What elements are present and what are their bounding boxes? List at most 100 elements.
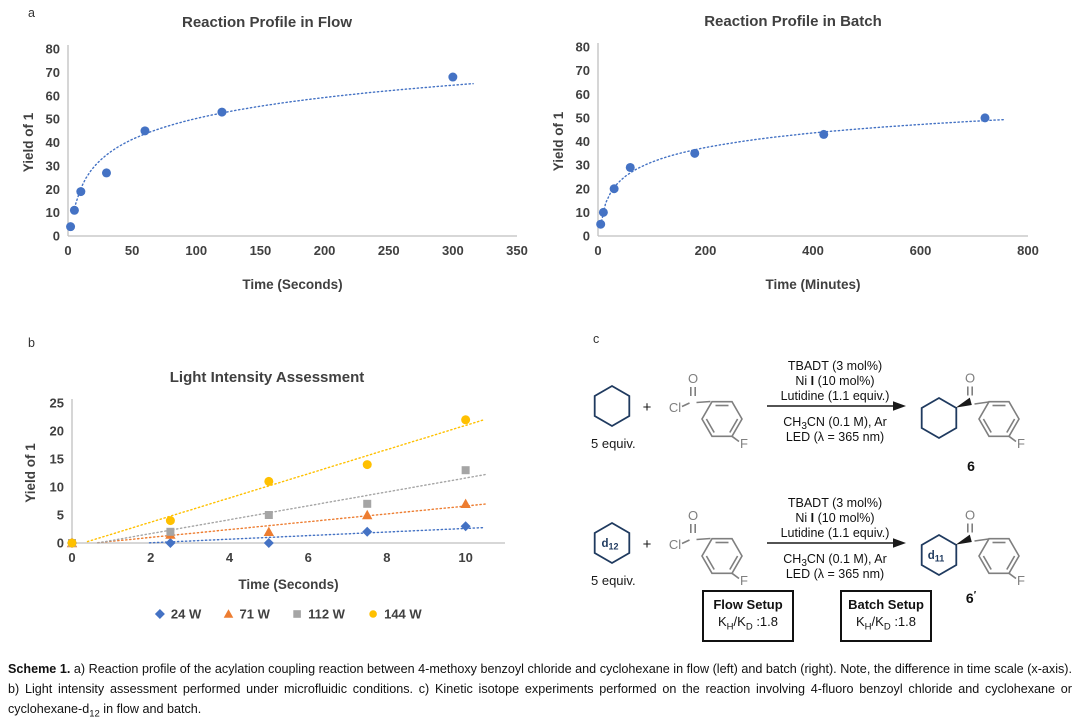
d12-label: d12 <box>601 538 618 552</box>
light-intensity-chart: 0 5 10 15 20 25 0 2 4 6 8 10 Light Intensity Assessm… <box>23 369 505 622</box>
y-axis-title: Yield of 1 <box>23 443 38 503</box>
cyclohexane-structure <box>593 384 631 428</box>
product-6-prime-structure: d11 O F <box>920 508 1025 588</box>
f-atom-label: F <box>740 573 748 588</box>
caption-scheme-number: Scheme 1. <box>8 662 71 676</box>
svg-text:50: 50 <box>576 110 590 125</box>
caption-text-2: in flow and batch. <box>99 702 202 717</box>
svg-text:0: 0 <box>57 536 64 551</box>
condition-led: LED (λ = 365 nm) <box>786 567 884 581</box>
condition-lutidine: Lutidine (1.1 equiv.) <box>781 389 890 403</box>
svg-text:20: 20 <box>576 181 590 196</box>
wedge-bond <box>955 534 972 545</box>
series-Yield-of-1 <box>66 72 474 232</box>
svg-text:60: 60 <box>576 87 590 102</box>
svg-text:40: 40 <box>46 135 60 150</box>
svg-text:50: 50 <box>125 243 139 258</box>
svg-text:30: 30 <box>46 158 60 173</box>
svg-text:6: 6 <box>305 550 312 565</box>
svg-text:350: 350 <box>506 243 528 258</box>
svg-text:80: 80 <box>46 42 60 57</box>
svg-text:0: 0 <box>594 243 601 258</box>
f-atom-label: F <box>1017 436 1025 451</box>
figure-caption: Scheme 1. a) Reaction profile of the acy… <box>8 659 1072 720</box>
o-atom-label: O <box>688 508 698 523</box>
svg-text:300: 300 <box>442 243 464 258</box>
svg-text:40: 40 <box>576 134 590 149</box>
chart-title: Reaction Profile in Flow <box>182 14 352 31</box>
svg-text:10: 10 <box>46 205 60 220</box>
x-axis-title: Time (Minutes) <box>765 277 860 292</box>
svg-text:70: 70 <box>576 63 590 78</box>
flow-setup-title: Flow Setup <box>713 597 783 612</box>
d11-label: d11 <box>928 550 945 564</box>
svg-text:20: 20 <box>46 182 60 197</box>
batch-setup-title: Batch Setup <box>848 597 924 612</box>
acyl-chloride-structure-1: Cl O F <box>669 371 748 451</box>
reaction-row-1: 5 equiv. + Cl O F TBADT (3 mol%) Ni I (1… <box>591 359 1025 474</box>
condition-tbadt: TBADT (3 mol%) <box>788 359 882 373</box>
o-atom-label: O <box>965 508 975 523</box>
chart-title: Reaction Profile in Batch <box>704 13 882 30</box>
series-Yield-of-1 <box>596 113 1005 229</box>
acyl-chloride-structure-2: Cl O F <box>669 508 748 588</box>
batch-setup-box: Batch Setup KH/KD :1.8 <box>840 590 932 642</box>
svg-text:5: 5 <box>57 508 64 523</box>
svg-text:2: 2 <box>147 550 154 565</box>
svg-text:100: 100 <box>185 243 207 258</box>
reaction-arrow-1 <box>767 401 906 411</box>
x-axis-title: Time (Seconds) <box>238 577 338 592</box>
svg-text:600: 600 <box>910 243 932 258</box>
o-atom-label: O <box>965 371 975 386</box>
equiv-label-1: 5 equiv. <box>591 436 636 451</box>
svg-text:10: 10 <box>576 205 590 220</box>
y-axis-title: Yield of 1 <box>551 111 566 171</box>
svg-text:24 W: 24 W <box>171 607 202 622</box>
batch-kie-ratio: KH/KD :1.8 <box>855 614 916 633</box>
cl-atom-label: Cl <box>669 537 681 552</box>
svg-text:70: 70 <box>46 65 60 80</box>
series-24-W <box>67 521 486 548</box>
svg-text:10: 10 <box>458 550 472 565</box>
chart-axes <box>71 399 505 544</box>
svg-text:150: 150 <box>250 243 272 258</box>
svg-text:71 W: 71 W <box>240 607 271 622</box>
svg-text:0: 0 <box>68 550 75 565</box>
svg-text:112 W: 112 W <box>308 607 346 622</box>
series-112-W <box>68 466 486 547</box>
o-atom-label: O <box>688 371 698 386</box>
svg-text:60: 60 <box>46 88 60 103</box>
reaction-arrow-2 <box>767 538 906 548</box>
product-6-label: 6 <box>967 458 975 474</box>
cyclohexane-d12-structure: d12 <box>593 521 631 565</box>
plus-sign-1: + <box>643 399 652 416</box>
equiv-label-2: 5 equiv. <box>591 573 636 588</box>
svg-text:80: 80 <box>576 40 590 55</box>
wedge-bond <box>955 397 972 408</box>
cl-atom-label: Cl <box>669 400 681 415</box>
svg-text:400: 400 <box>802 243 824 258</box>
svg-text:0: 0 <box>53 229 60 244</box>
chart-axes <box>597 43 1028 237</box>
flow-reaction-profile-chart: 0 10 20 30 40 50 60 70 80 0 50 100 150 200 250 300 350 Re… <box>21 14 528 292</box>
svg-text:4: 4 <box>226 550 234 565</box>
chart-legend: 24 W 71 W 112 W 144 W <box>154 607 422 622</box>
svg-text:30: 30 <box>576 158 590 173</box>
svg-text:200: 200 <box>695 243 717 258</box>
svg-text:10: 10 <box>50 480 64 495</box>
svg-text:144 W: 144 W <box>384 607 422 622</box>
chart-tick-labels: 0 10 20 30 40 50 60 70 80 0 50 100 150 200 250 300 350 <box>46 42 528 259</box>
svg-text:0: 0 <box>64 243 71 258</box>
f-atom-label: F <box>740 436 748 451</box>
svg-text:200: 200 <box>314 243 336 258</box>
chart-axes <box>67 45 517 237</box>
svg-text:0: 0 <box>583 229 590 244</box>
svg-text:20: 20 <box>50 424 64 439</box>
svg-text:15: 15 <box>50 452 64 467</box>
svg-text:800: 800 <box>1017 243 1039 258</box>
flow-kie-ratio: KH/KD :1.8 <box>717 614 778 633</box>
condition-solvent: CH3CN (0.1 M), Ar <box>783 415 887 432</box>
f-atom-label: F <box>1017 573 1025 588</box>
